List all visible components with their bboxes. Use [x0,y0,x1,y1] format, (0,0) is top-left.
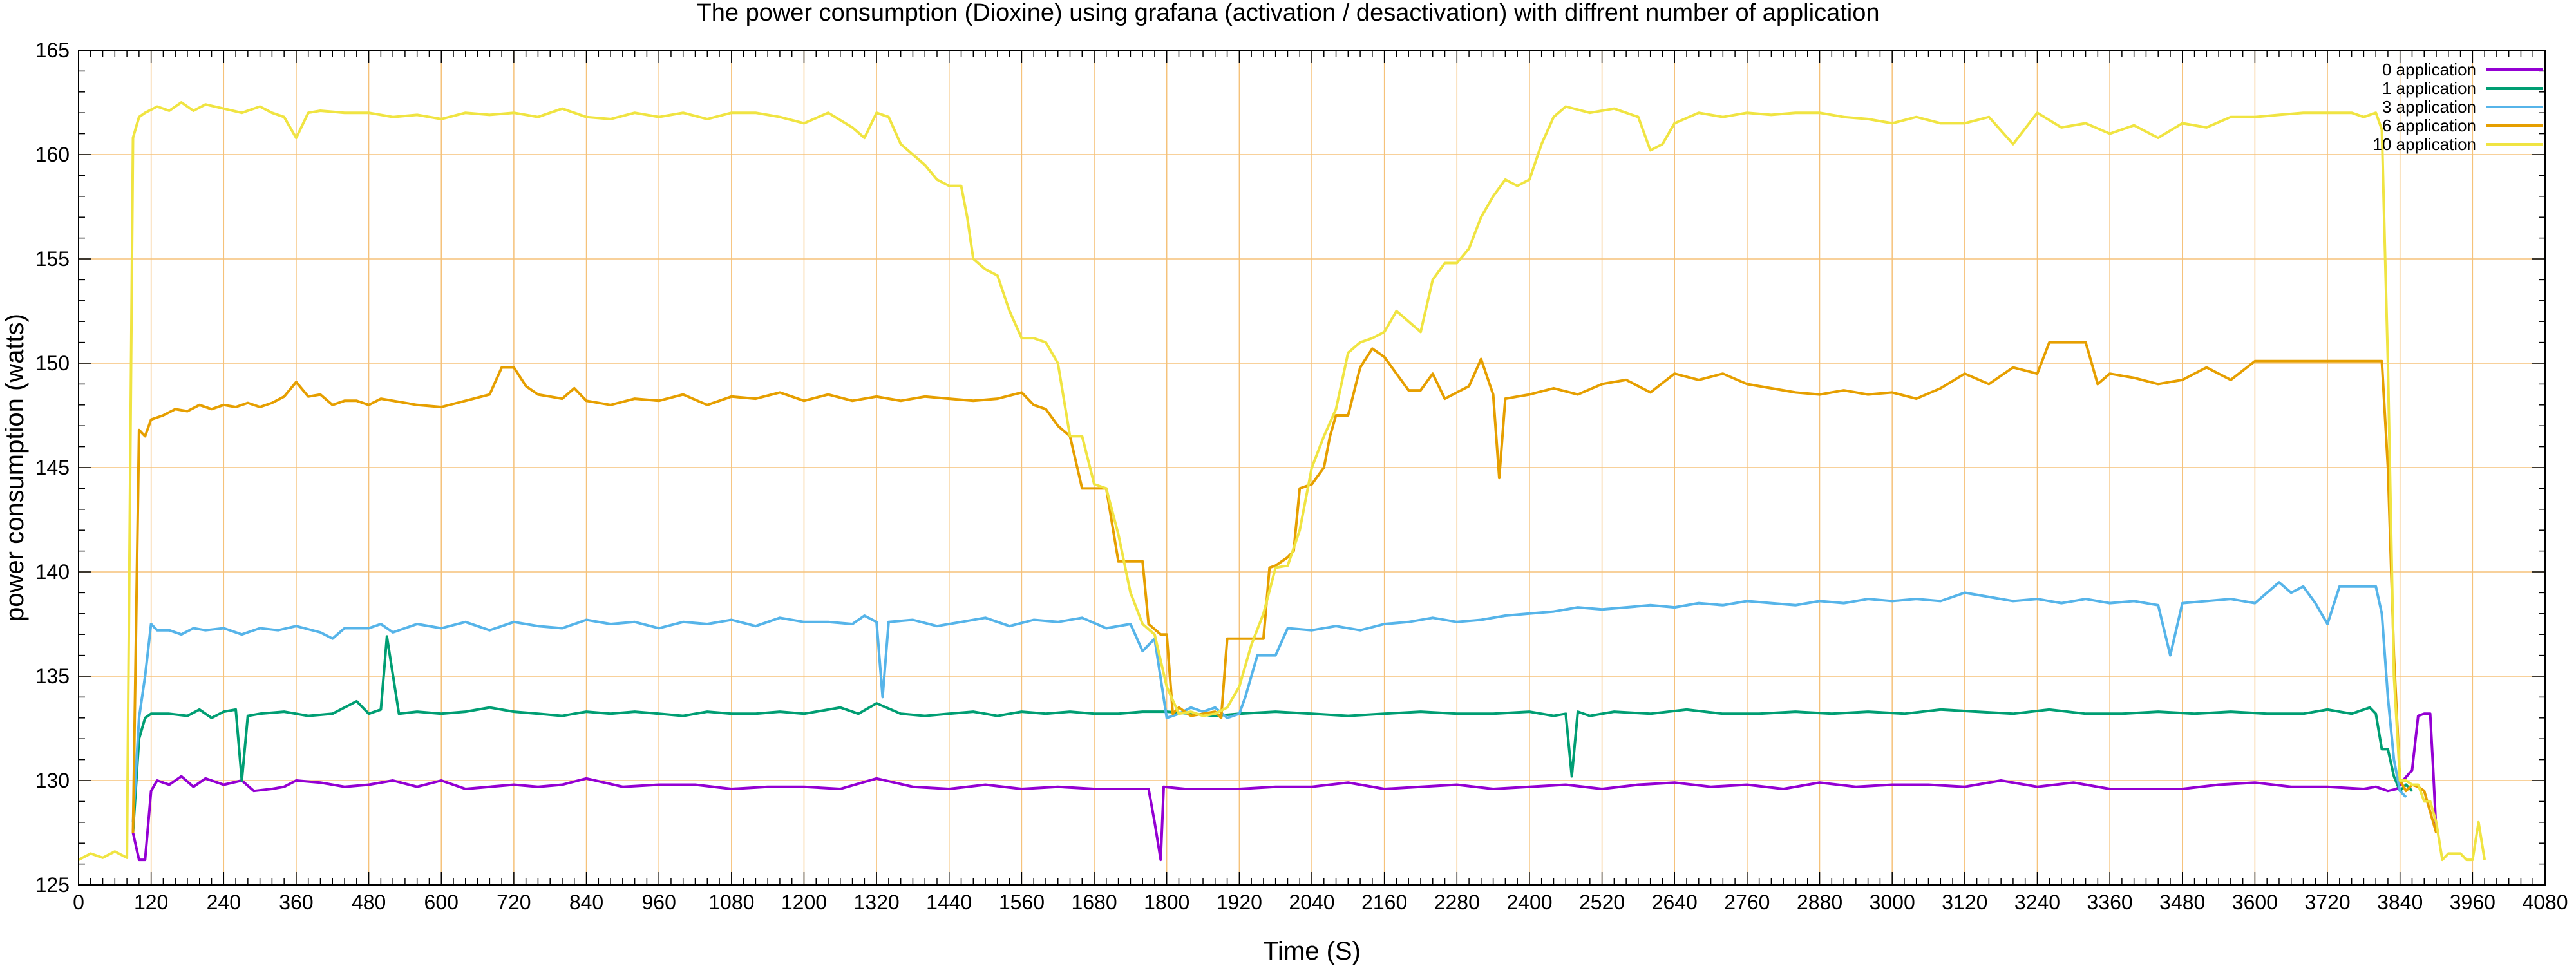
x-tick-label: 2760 [1724,891,1770,914]
x-tick-label: 2400 [1506,891,1552,914]
y-axis-label: power consumption (watts) [1,314,29,621]
x-tick-label: 840 [569,891,603,914]
x-tick-label: 360 [279,891,313,914]
tick-labels: 0 120 240 360 480 600 720 840 960 1080 1200 1320 144… [35,39,2568,914]
y-tick-label: 135 [35,665,70,688]
x-tick-label: 1320 [854,891,900,914]
x-tick-label: 0 [73,891,84,914]
x-tick-label: 240 [207,891,241,914]
legend-label: 1 application [2382,79,2476,98]
y-tick-label: 150 [35,352,70,375]
plot-frame [78,50,2546,886]
x-tick-label: 2040 [1289,891,1334,914]
x-tick-label: 3720 [2304,891,2350,914]
y-tick-label: 160 [35,143,70,166]
x-tick-label: 3120 [1942,891,1987,914]
series-line-1 [131,635,2413,833]
x-tick-label: 120 [134,891,168,914]
x-tick-label: 1680 [1071,891,1117,914]
series-line-3 [131,341,2438,833]
series-line-2 [131,581,2407,822]
chart-title: The power consumption (Dioxine) using gr… [696,0,1880,26]
x-tick-label: 3480 [2159,891,2205,914]
x-tick-label: 960 [641,891,676,914]
x-tick-label: 3600 [2232,891,2278,914]
x-tick-label: 3000 [1870,891,1915,914]
x-tick-label: 1200 [781,891,827,914]
x-tick-label: 3360 [2087,891,2133,914]
y-tick-label: 165 [35,39,70,62]
x-tick-label: 480 [352,891,386,914]
x-tick-label: 3240 [2014,891,2060,914]
x-tick-label: 3840 [2377,891,2423,914]
x-tick-label: 1920 [1217,891,1262,914]
x-tick-label: 1440 [926,891,972,914]
x-tick-label: 2880 [1797,891,1842,914]
x-tick-label: 4080 [2522,891,2568,914]
legend-label: 3 application [2382,97,2476,117]
x-axis-label: Time (S) [1263,937,1361,965]
legend-label: 6 application [2382,116,2476,135]
legend-label: 0 application [2382,60,2476,79]
x-tick-label: 1560 [999,891,1045,914]
x-tick-label: 1800 [1144,891,1189,914]
x-tick-label: 600 [424,891,459,914]
x-tick-label: 2640 [1652,891,1698,914]
y-tick-label: 125 [35,873,70,896]
x-tick-label: 2160 [1361,891,1407,914]
x-tick-label: 2280 [1434,891,1480,914]
x-tick-label: 1080 [708,891,754,914]
x-tick-label: 2520 [1579,891,1625,914]
y-tick-label: 140 [35,560,70,583]
legend-label: 10 application [2373,135,2476,154]
x-tick-label: 720 [497,891,531,914]
y-tick-label: 130 [35,769,70,792]
series-line-0 [131,712,2438,862]
x-tick-label: 3960 [2450,891,2496,914]
series-line-4 [78,101,2486,862]
y-tick-label: 145 [35,456,70,479]
series-lines [78,101,2486,862]
y-tick-label: 155 [35,247,70,270]
